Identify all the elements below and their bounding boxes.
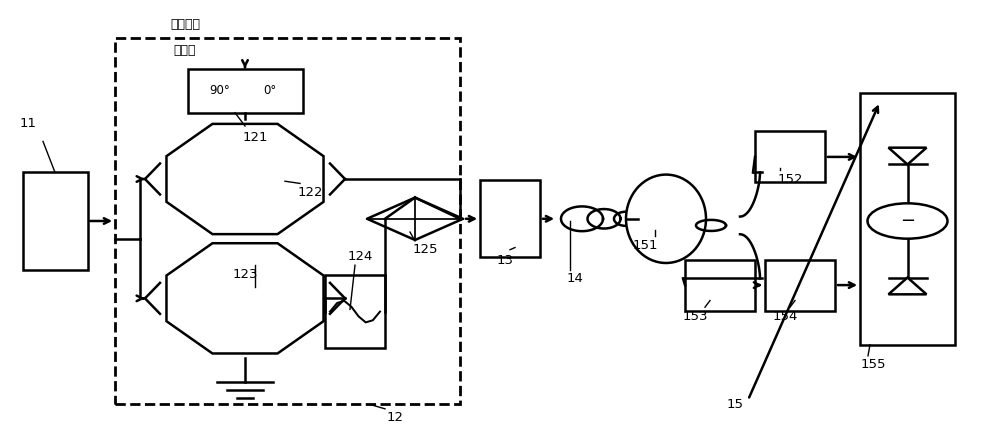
Bar (685, 259, 755, 310)
Text: 121: 121 (242, 130, 268, 144)
Text: 122: 122 (297, 186, 323, 199)
Text: 155: 155 (860, 358, 886, 371)
Text: 12: 12 (386, 411, 404, 424)
Bar (480, 180, 540, 257)
Text: 波信号: 波信号 (174, 44, 196, 57)
Bar (22, 172, 88, 270)
Text: 152: 152 (777, 172, 803, 186)
Text: 待传输微: 待传输微 (170, 18, 200, 31)
Text: 13: 13 (496, 254, 514, 267)
Text: 14: 14 (567, 272, 583, 285)
Text: 15: 15 (726, 398, 744, 411)
Circle shape (868, 203, 948, 239)
Ellipse shape (626, 175, 706, 263)
Polygon shape (166, 124, 324, 234)
Text: 125: 125 (412, 243, 438, 256)
Bar (115, 38, 460, 404)
Text: 11: 11 (20, 117, 36, 130)
Polygon shape (166, 243, 324, 354)
Bar (755, 132, 825, 182)
Text: 90°: 90° (210, 84, 230, 97)
Bar (325, 275, 385, 348)
Text: 153: 153 (682, 309, 708, 323)
Bar (860, 93, 955, 345)
Polygon shape (889, 278, 926, 294)
Bar (188, 69, 302, 113)
Polygon shape (889, 148, 926, 164)
Text: −: − (900, 212, 915, 230)
Bar (765, 259, 835, 310)
Text: 154: 154 (772, 309, 798, 323)
Text: 123: 123 (232, 267, 258, 281)
Text: 0°: 0° (263, 84, 277, 97)
Text: 124: 124 (347, 250, 373, 263)
Text: 151: 151 (632, 239, 658, 252)
